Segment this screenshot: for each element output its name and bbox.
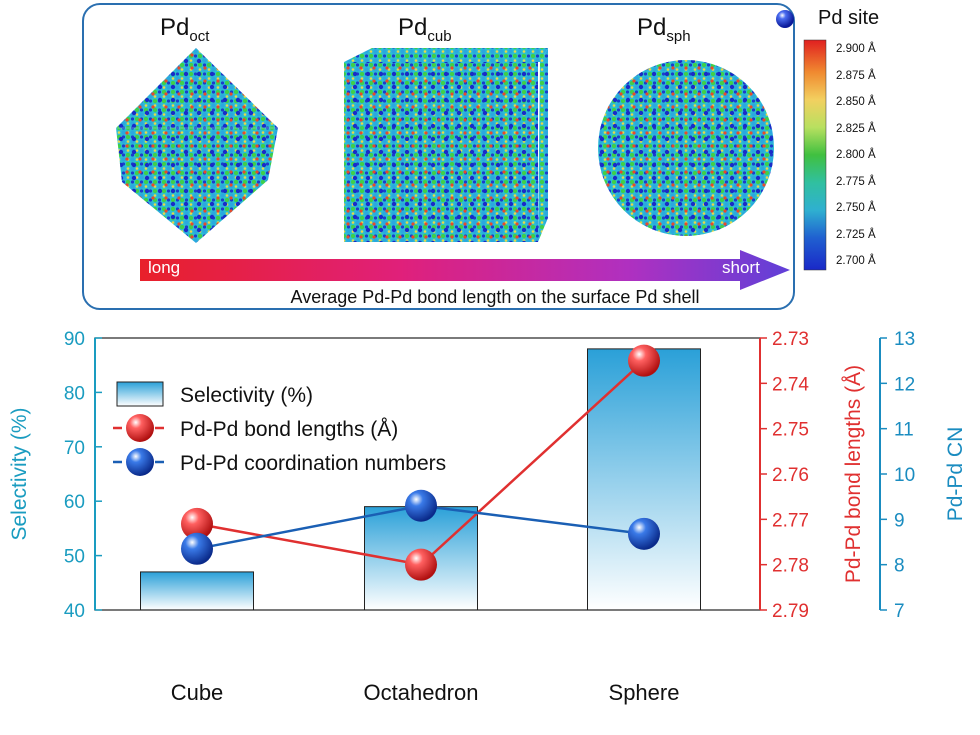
bond-axis-tick-label: 2.74 — [772, 374, 809, 395]
scale-tick-label: 2.700 Å — [836, 255, 876, 267]
pd-site-icon — [776, 10, 794, 28]
cn-point — [628, 517, 660, 550]
scale-tick-label: 2.825 Å — [836, 122, 876, 135]
legend-cn-marker — [126, 448, 154, 476]
selectivity-bar — [587, 348, 701, 611]
left-axis-tick-label: 90 — [64, 329, 85, 350]
cn-axis-tick-label: 8 — [894, 556, 905, 577]
scale-tick-label: 2.800 Å — [836, 149, 876, 161]
bond-length-arrow — [140, 250, 790, 290]
cn-point — [181, 532, 213, 565]
scale-tick-label: 2.900 Å — [836, 43, 876, 55]
arrow-short-label: short — [722, 258, 760, 277]
cn-point — [405, 489, 437, 522]
cn-axis-tick-label: 11 — [894, 420, 914, 441]
selectivity-bar — [140, 571, 254, 611]
bond-axis-tick-label: 2.76 — [772, 465, 809, 486]
legend-selectivity-label: Selectivity (%) — [180, 384, 313, 407]
sphere-label: Pdsph — [637, 14, 691, 45]
x-category-label: Sphere — [609, 680, 680, 705]
left-axis-tick-label: 40 — [64, 601, 85, 622]
octahedron-structure — [116, 48, 278, 243]
bond-axis-tick-label: 2.78 — [772, 556, 809, 577]
scale-tick-label: 2.875 Å — [836, 69, 876, 82]
scale-tick-label: 2.775 Å — [836, 175, 876, 188]
left-axis-tick-label: 70 — [64, 438, 85, 459]
cube-structure — [344, 48, 548, 242]
legend-bond-label: Pd-Pd bond lengths (Å) — [180, 418, 398, 441]
left-axis-tick-label: 60 — [64, 492, 85, 513]
scale-tick-label: 2.750 Å — [836, 202, 876, 214]
bond-length-point — [628, 344, 660, 377]
bond-axis-tick-label: 2.73 — [772, 329, 809, 350]
pd-site-label: Pd site — [818, 7, 880, 29]
cn-axis-tick-label: 10 — [894, 465, 915, 486]
left-axis-tick-label: 80 — [64, 383, 85, 404]
bond-length-point — [405, 548, 437, 581]
legend-bar-swatch — [116, 381, 164, 407]
structure-illustrations — [116, 10, 827, 290]
octahedron-label: Pdoct — [160, 14, 210, 45]
bond-length-color-scale — [803, 39, 827, 271]
cube-label: Pdcub — [398, 14, 452, 45]
cn-axis-title: Pd-Pd CN — [944, 427, 967, 522]
left-axis-title: Selectivity (%) — [8, 407, 31, 540]
bond-axis-title: Pd-Pd bond lengths (Å) — [842, 365, 865, 583]
bond-length-point — [181, 507, 213, 540]
bond-axis-tick-label: 2.77 — [772, 510, 809, 531]
cn-axis-tick-label: 13 — [894, 329, 915, 350]
structure-panel — [82, 3, 795, 310]
left-axis-tick-label: 50 — [64, 547, 85, 568]
scale-tick-label: 2.850 Å — [836, 96, 876, 108]
cn-axis-tick-label: 9 — [894, 510, 905, 531]
legend-cn-label: Pd-Pd coordination numbers — [180, 452, 446, 475]
bond-axis-tick-label: 2.75 — [772, 420, 809, 441]
arrow-long-label: long — [148, 258, 181, 277]
cn-axis-tick-label: 12 — [894, 374, 915, 395]
scale-tick-label: 2.725 Å — [836, 228, 876, 241]
arrow-caption: Average Pd-Pd bond length on the surface… — [290, 287, 700, 307]
cn-axis-tick-label: 7 — [894, 601, 905, 622]
x-category-label: Cube — [171, 680, 224, 705]
bond-axis-tick-label: 2.79 — [772, 601, 809, 622]
sphere-structure — [598, 60, 774, 236]
legend-bond-marker — [126, 414, 154, 442]
x-category-label: Octahedron — [364, 680, 479, 705]
